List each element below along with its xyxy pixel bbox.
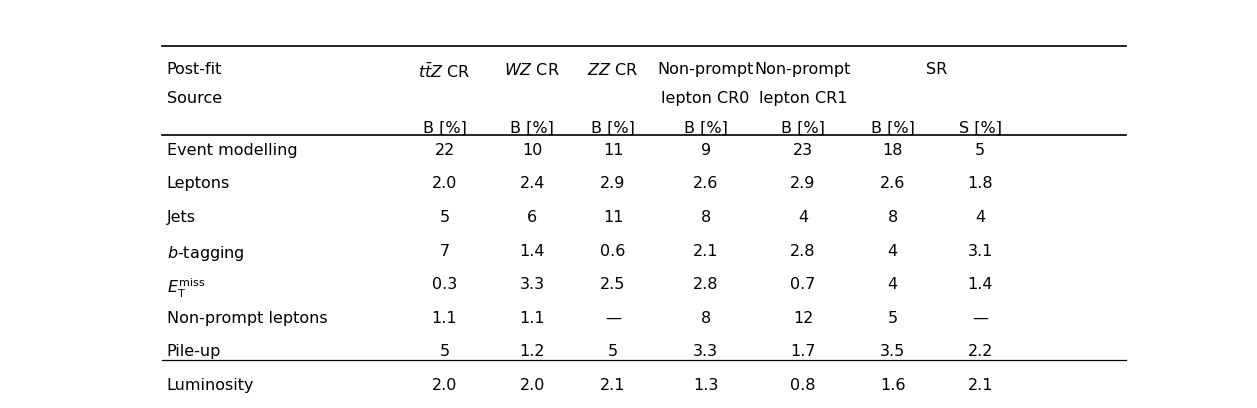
Text: 1.1: 1.1 [519,311,546,326]
Text: 5: 5 [440,210,450,225]
Text: 7: 7 [440,244,450,259]
Text: 1.6: 1.6 [880,378,905,393]
Text: 0.3: 0.3 [432,277,458,292]
Text: SR: SR [926,62,947,77]
Text: B [%]: B [%] [422,121,466,136]
Text: —: — [605,311,621,326]
Text: Pile-up: Pile-up [167,344,221,359]
Text: 2.9: 2.9 [791,176,816,191]
Text: 0.8: 0.8 [791,378,816,393]
Text: Source: Source [167,91,222,106]
Text: $WZ$ CR: $WZ$ CR [504,62,561,78]
Text: 6: 6 [527,210,537,225]
Text: 2.1: 2.1 [693,244,718,259]
Text: 5: 5 [608,344,618,359]
Text: 9: 9 [700,143,710,157]
Text: B [%]: B [%] [684,121,728,136]
Text: 1.3: 1.3 [693,378,718,393]
Text: 3.1: 3.1 [968,244,993,259]
Text: 3.5: 3.5 [880,344,905,359]
Text: 3.3: 3.3 [519,277,544,292]
Text: 4: 4 [887,277,897,292]
Text: B [%]: B [%] [510,121,554,136]
Text: 5: 5 [440,344,450,359]
Text: 1.2: 1.2 [519,344,546,359]
Text: 2.0: 2.0 [519,378,544,393]
Text: 2.1: 2.1 [601,378,626,393]
Text: lepton CR1: lepton CR1 [759,91,847,106]
Text: 4: 4 [798,210,808,225]
Text: 2.8: 2.8 [693,277,718,292]
Text: 2.0: 2.0 [432,176,458,191]
Text: 1.4: 1.4 [968,277,993,292]
Text: 2.2: 2.2 [968,344,993,359]
Text: $E_{\mathrm{T}}^{\mathrm{miss}}$: $E_{\mathrm{T}}^{\mathrm{miss}}$ [167,277,205,300]
Text: Jets: Jets [167,210,196,225]
Text: 22: 22 [435,143,455,157]
Text: 8: 8 [700,311,710,326]
Text: Luminosity: Luminosity [167,378,254,393]
Text: 10: 10 [522,143,542,157]
Text: Post-fit: Post-fit [167,62,222,77]
Text: 2.0: 2.0 [432,378,458,393]
Text: Leptons: Leptons [167,176,230,191]
Text: 0.6: 0.6 [601,244,626,259]
Text: Non-prompt: Non-prompt [754,62,851,77]
Text: 8: 8 [700,210,710,225]
Text: 1.4: 1.4 [519,244,546,259]
Text: B [%]: B [%] [871,121,915,136]
Text: lepton CR0: lepton CR0 [661,91,749,106]
Text: 5: 5 [887,311,897,326]
Text: B [%]: B [%] [781,121,825,136]
Text: 4: 4 [975,210,985,225]
Text: 2.5: 2.5 [601,277,626,292]
Text: 11: 11 [603,143,623,157]
Text: —: — [973,311,988,326]
Text: 23: 23 [793,143,813,157]
Text: 2.8: 2.8 [791,244,816,259]
Text: 0.7: 0.7 [791,277,816,292]
Text: $t\bar{t}Z$ CR: $t\bar{t}Z$ CR [419,62,470,81]
Text: 2.1: 2.1 [968,378,993,393]
Text: 12: 12 [793,311,813,326]
Text: $ZZ$ CR: $ZZ$ CR [587,62,639,78]
Text: 18: 18 [882,143,903,157]
Text: 2.4: 2.4 [519,176,544,191]
Text: Non-prompt: Non-prompt [657,62,754,77]
Text: S [%]: S [%] [959,121,1002,136]
Text: 11: 11 [603,210,623,225]
Text: 2.9: 2.9 [601,176,626,191]
Text: 4: 4 [887,244,897,259]
Text: 1.1: 1.1 [431,311,458,326]
Text: $b$-tagging: $b$-tagging [167,244,245,262]
Text: 1.7: 1.7 [791,344,816,359]
Text: Event modelling: Event modelling [167,143,298,157]
Text: Non-prompt leptons: Non-prompt leptons [167,311,328,326]
Text: 8: 8 [887,210,897,225]
Text: 2.6: 2.6 [880,176,905,191]
Text: 5: 5 [975,143,985,157]
Text: 2.6: 2.6 [693,176,718,191]
Text: B [%]: B [%] [591,121,635,136]
Text: 1.8: 1.8 [968,176,993,191]
Text: 3.3: 3.3 [693,344,718,359]
